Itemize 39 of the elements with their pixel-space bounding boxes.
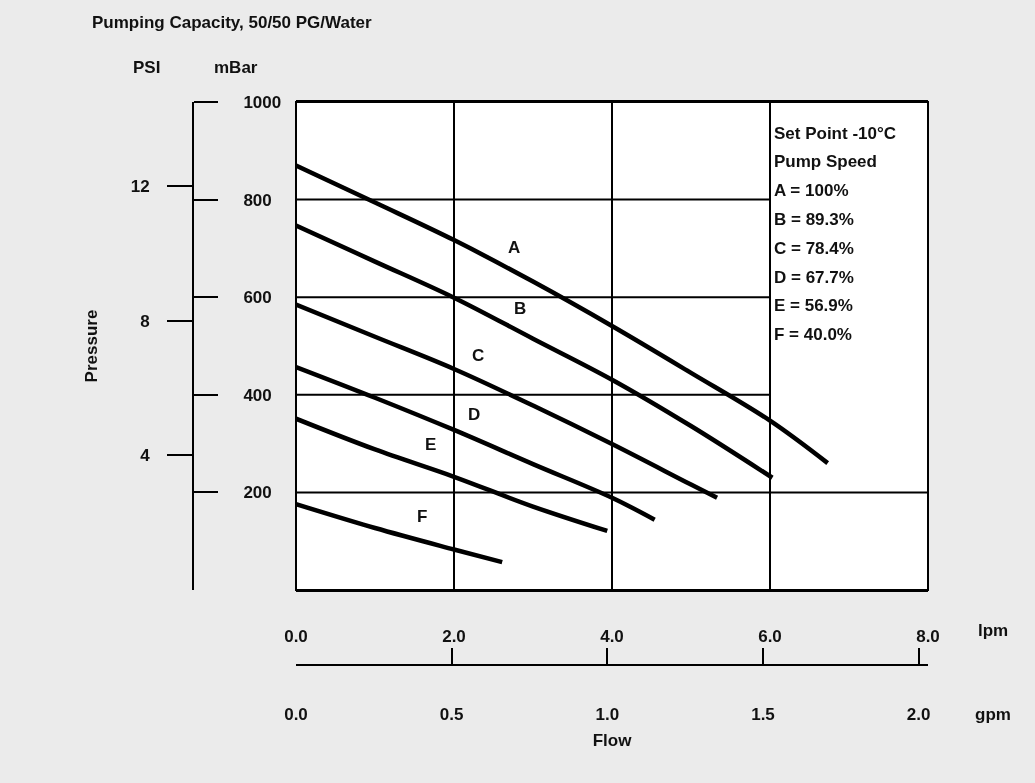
annotation: Pump Speed [774, 152, 877, 171]
annotation: A = 100% [774, 181, 849, 200]
annotation: F = 40.0% [774, 325, 852, 344]
y-tick-label: 800 [243, 190, 272, 210]
text: gpm [975, 705, 1011, 724]
x-tick-label: 2.0 [442, 627, 466, 647]
x2-tick-label: 1.5 [751, 705, 775, 725]
x2-tick-label: 0.5 [439, 705, 464, 725]
y2-tick-label: 4 [140, 446, 151, 466]
x2-tick-label: 0.0 [284, 705, 308, 725]
x-axis-title: Flow [592, 731, 633, 751]
y2-tick-label: 12 [130, 177, 150, 197]
series-label: F [417, 507, 428, 526]
annotation: D = 67.7% [774, 268, 854, 287]
y2-tick-label: 8 [140, 311, 150, 331]
series-label: E [425, 435, 437, 454]
x2-tick-label: 2.0 [906, 705, 931, 725]
x-tick-label: 8.0 [916, 627, 940, 647]
annotation: Set Point -10°C [774, 124, 897, 143]
series-label: A [508, 238, 521, 257]
series-label: B [514, 299, 527, 318]
x-tick-label: 0.0 [284, 627, 308, 647]
text: mBar [214, 58, 258, 77]
series-label: C [472, 346, 485, 365]
y2-axis-title: Pressure [81, 309, 101, 383]
y-tick-label: 1000 [243, 92, 282, 112]
x-tick-label: 6.0 [758, 627, 782, 647]
x2-tick-label: 1.0 [595, 705, 620, 725]
series-label: D [468, 405, 481, 424]
x-tick-label: 4.0 [600, 627, 624, 647]
y-tick-label: 200 [243, 483, 272, 503]
y-tick-label: 400 [243, 385, 272, 405]
text: lpm [978, 621, 1009, 640]
annotation: E = 56.9% [774, 296, 853, 315]
text: PSI [133, 58, 161, 77]
chart-title: Pumping Capacity, 50/50 PG/Water [92, 12, 373, 32]
annotation: C = 78.4% [774, 239, 854, 258]
annotation: B = 89.3% [774, 210, 854, 229]
y-tick-label: 600 [243, 288, 272, 308]
